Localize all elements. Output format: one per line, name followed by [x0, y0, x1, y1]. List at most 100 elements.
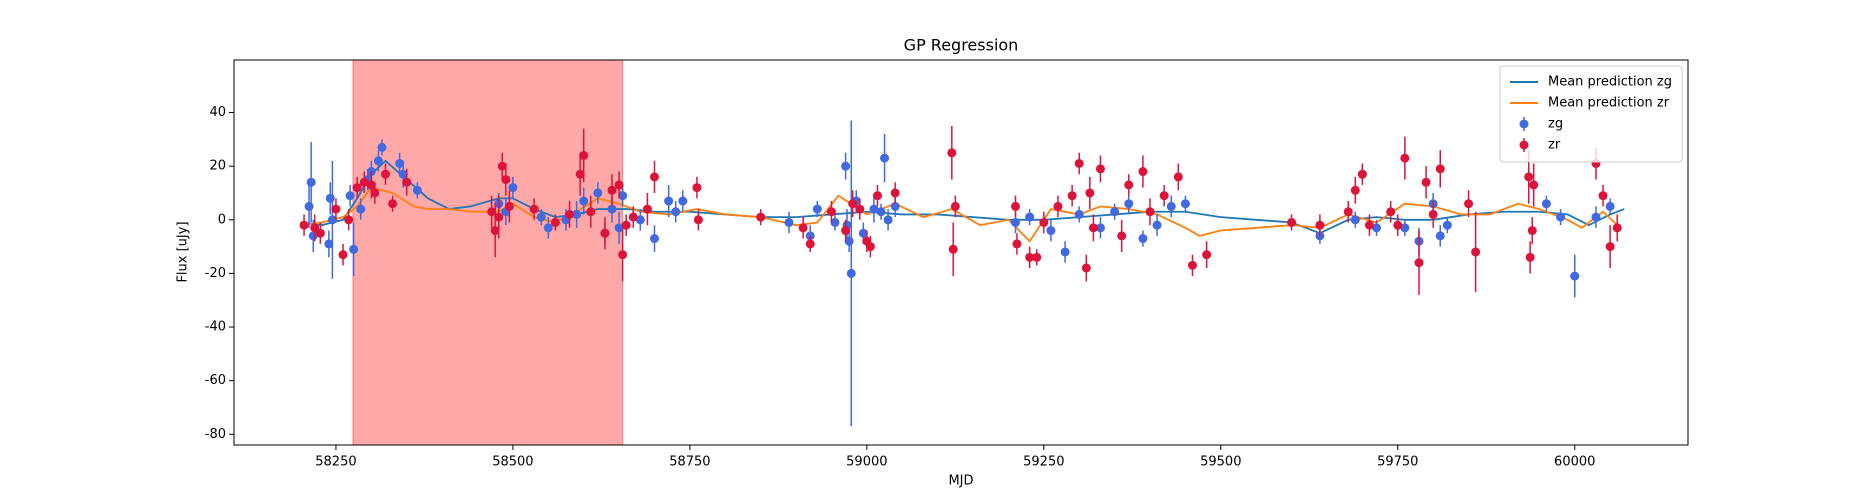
data-point — [579, 150, 589, 160]
data-point — [1138, 167, 1148, 177]
data-point — [508, 183, 518, 193]
data-point — [338, 250, 348, 260]
data-point — [1605, 242, 1615, 252]
data-point — [1400, 223, 1410, 233]
data-point — [1124, 199, 1134, 209]
data-point — [565, 209, 575, 219]
data-point — [572, 209, 582, 219]
data-point — [586, 207, 596, 217]
data-point — [1435, 164, 1445, 174]
data-point — [310, 223, 320, 233]
data-point — [841, 226, 851, 236]
data-point — [1464, 199, 1474, 209]
data-point — [1173, 172, 1183, 182]
y-tick-label: -40 — [205, 320, 226, 335]
data-point — [756, 212, 766, 222]
data-point — [1414, 258, 1424, 268]
data-point — [618, 191, 628, 201]
data-point — [872, 191, 882, 201]
data-point — [575, 169, 585, 179]
data-point — [1364, 220, 1374, 230]
shaded-span — [352, 60, 624, 445]
data-point — [324, 239, 334, 249]
data-point — [373, 156, 383, 166]
data-point — [366, 180, 376, 190]
data-point — [1012, 239, 1022, 249]
x-axis-label: MJD — [948, 474, 973, 489]
data-point — [1421, 177, 1431, 187]
data-point — [671, 207, 681, 217]
legend-label: zg — [1548, 117, 1563, 132]
data-point — [1032, 252, 1042, 262]
data-point — [380, 169, 390, 179]
data-point — [1435, 231, 1445, 241]
data-point — [693, 215, 703, 225]
data-point — [1372, 223, 1382, 233]
data-point — [593, 188, 603, 198]
data-point — [1343, 207, 1353, 217]
data-point — [880, 153, 890, 163]
data-point — [304, 201, 314, 211]
data-point — [844, 236, 854, 246]
data-point — [490, 226, 500, 236]
data-point — [1527, 226, 1537, 236]
x-tick-label: 58250 — [315, 455, 356, 470]
data-point — [395, 158, 405, 168]
legend-box — [1499, 65, 1683, 163]
data-point — [1074, 209, 1084, 219]
y-axis-label: Flux [uJy] — [176, 221, 191, 282]
data-point — [890, 188, 900, 198]
data-point — [784, 217, 794, 227]
data-point — [494, 212, 504, 222]
data-point — [855, 204, 865, 214]
data-point — [883, 215, 893, 225]
data-point — [1386, 207, 1396, 217]
data-point — [398, 169, 408, 179]
data-point — [1541, 199, 1551, 209]
y-tick-label: -80 — [205, 427, 226, 442]
plot-area — [299, 60, 1625, 445]
data-point — [865, 242, 875, 252]
data-point — [370, 188, 380, 198]
data-point — [1187, 260, 1197, 270]
x-tick-label: 59250 — [1023, 455, 1064, 470]
data-point — [536, 212, 546, 222]
data-point — [1598, 191, 1608, 201]
data-point — [543, 223, 553, 233]
data-point — [869, 204, 879, 214]
data-point — [327, 215, 337, 225]
data-point — [1046, 226, 1056, 236]
y-tick-label: -60 — [205, 373, 226, 388]
data-point — [344, 215, 354, 225]
data-point — [607, 185, 617, 195]
y-tick-label: 40 — [209, 105, 226, 120]
data-point — [487, 207, 497, 217]
data-point — [352, 183, 362, 193]
data-point — [1085, 188, 1095, 198]
data-point — [858, 228, 868, 238]
data-point — [830, 217, 840, 227]
data-point — [1400, 153, 1410, 163]
data-point — [1159, 191, 1169, 201]
data-point — [308, 231, 318, 241]
data-point — [1124, 180, 1134, 190]
data-point — [618, 250, 628, 260]
data-point — [349, 244, 359, 254]
data-point — [664, 196, 674, 206]
data-point — [798, 223, 808, 233]
data-point — [1202, 250, 1212, 260]
data-point — [642, 204, 652, 214]
data-point — [948, 244, 958, 254]
data-point — [635, 215, 645, 225]
y-tick-label: -20 — [205, 266, 226, 281]
data-point — [359, 177, 369, 187]
legend-marker — [1519, 119, 1529, 129]
data-point — [1357, 169, 1367, 179]
data-point — [1095, 223, 1105, 233]
data-point — [315, 228, 325, 238]
legend-label: Mean prediction zr — [1548, 96, 1670, 111]
data-point — [692, 183, 702, 193]
data-point — [848, 199, 858, 209]
data-point — [1011, 201, 1021, 211]
data-point — [950, 201, 960, 211]
